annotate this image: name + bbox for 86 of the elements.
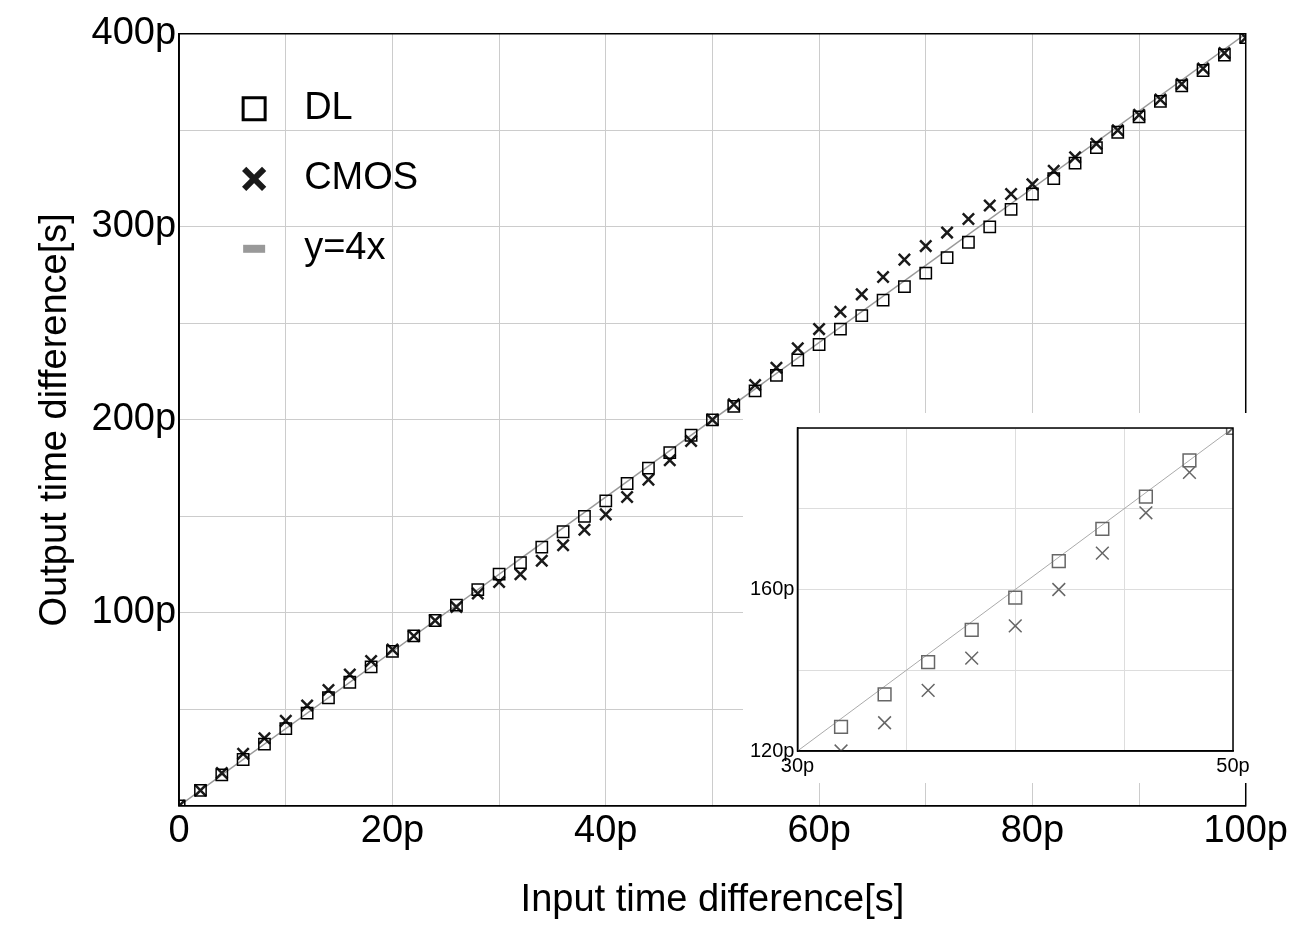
point [770,369,783,382]
point [300,706,314,720]
point [854,287,869,302]
point [921,655,936,670]
legend-label: CMOS [304,155,419,198]
point [898,280,911,294]
point [855,309,869,322]
point [748,384,762,398]
y-tick-label: 400p [91,10,177,53]
point [834,322,847,336]
point [876,293,890,307]
point [556,538,571,553]
point [919,266,933,280]
point [1095,546,1110,561]
point [598,507,613,522]
point [1095,521,1110,537]
point [642,461,655,475]
point [258,737,271,751]
point [620,477,634,490]
x-tick-label: 20p [360,808,425,851]
point [983,220,997,234]
point [812,338,826,351]
point [577,522,592,537]
point [1047,172,1061,185]
point [877,687,892,702]
legend-label: y=4x [304,225,386,268]
point [364,660,378,674]
point [833,719,849,734]
point [236,753,250,766]
point [279,722,293,736]
x-tick-label: 80p [1000,808,1065,851]
point [1026,187,1039,201]
point [322,691,335,705]
point [1138,489,1154,504]
point [578,509,591,523]
point [962,235,975,249]
y-tick-label: 200p [91,396,177,439]
point [1051,554,1066,569]
x-tick-label: 50p [1216,753,1250,776]
x-axis-title: Input time difference[s] [520,876,905,919]
point [492,567,506,581]
point [790,341,805,356]
point [599,494,613,508]
point [535,540,549,554]
point [556,525,570,539]
y-tick-label: 160p [749,577,795,600]
point [1004,187,1018,201]
point [1138,505,1154,520]
point [684,428,698,442]
point [534,553,549,568]
point [877,715,892,730]
point [791,353,805,367]
x-tick-label: 40p [574,808,638,851]
point [1090,141,1103,155]
point [1051,582,1066,597]
point [982,198,997,213]
point [961,212,976,226]
point [663,446,677,460]
x-tick-label: 60p [787,808,851,851]
y-tick-label: 100p [91,589,177,632]
point [1004,203,1018,216]
point [1008,590,1023,605]
point [940,251,954,265]
point [641,472,656,487]
point [1008,618,1023,633]
point [940,225,954,240]
point [812,322,826,336]
point [964,651,979,666]
point [343,675,357,689]
legend-label: DL [304,85,353,128]
x-tick-label: 100p [1203,808,1289,851]
point [897,252,912,267]
y-axis-title: Output time difference[s] [32,213,75,627]
point [1182,453,1197,468]
point [964,622,979,637]
x-tick-label: 0 [168,808,190,851]
point [918,239,933,254]
point [471,583,485,597]
point [514,556,527,570]
point [921,683,936,698]
point [876,270,890,284]
y-tick-label: 300p [91,203,177,246]
point [833,304,848,319]
point [513,567,528,582]
point [1068,156,1082,170]
point [620,490,635,504]
